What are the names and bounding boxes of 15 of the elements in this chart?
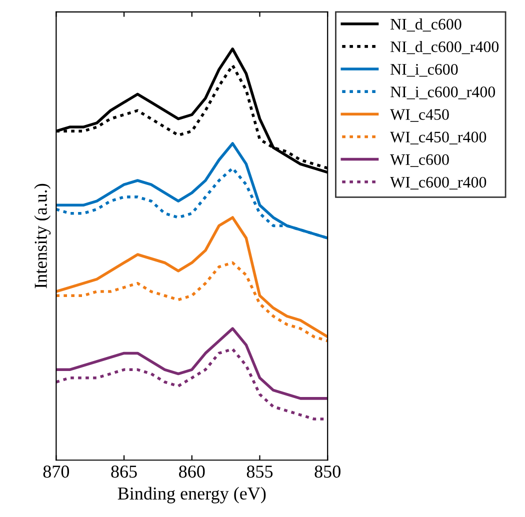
legend-label: NI_i_c600 [390,64,458,77]
legend-label: WI_c450 [390,109,449,122]
x-tick-label: 855 [246,466,273,478]
x-tick-label: 860 [179,466,205,478]
legend-label: WI_c450_r400 [390,132,486,144]
y-axis-title: Intensity (a.u.) [34,184,51,288]
legend-label: NI_d_c600 [390,18,462,32]
x-tick-label: 865 [111,466,137,478]
legend-label: WI_c600_r400 [390,176,486,190]
legend-label: WI_c600 [390,154,449,167]
x-tick-label: 850 [314,466,340,478]
legend-label: NI_i_c600_r400 [390,86,496,100]
x-axis-title: Binding energy (eV) [118,486,266,504]
x-tick-label: 870 [43,466,70,478]
legend-label: NI_d_c600_r400 [390,40,499,54]
